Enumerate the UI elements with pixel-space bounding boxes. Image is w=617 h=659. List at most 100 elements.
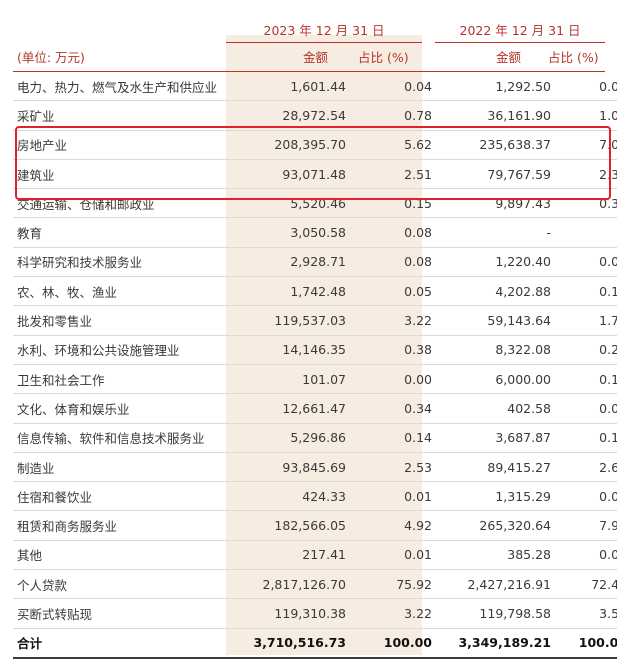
amount-2022: 36,161.90 (438, 100, 557, 131)
amount-2023: 5,296.86 (229, 423, 352, 453)
ratio-2023: 0.05 (352, 276, 438, 307)
total-ratio-2023: 100.00 (352, 627, 438, 659)
amount-2023: 93,071.48 (229, 159, 352, 190)
amount-2022: 6,000.00 (438, 364, 557, 395)
industry-name: 制造业 (13, 452, 229, 483)
industry-name: 采矿业 (13, 100, 229, 131)
header-year-2023: 2023 年 12 月 31 日 (226, 20, 422, 43)
amount-2022: 385.28 (438, 540, 557, 571)
ratio-2023: 0.01 (352, 540, 438, 571)
highlight-box (15, 126, 611, 200)
data-table: 电力、热力、燃气及水生产和供应业1,601.440.041,292.500.04… (13, 72, 617, 659)
ratio-2022: 3.58 (557, 598, 617, 629)
ratio-2022: 0.01 (557, 393, 617, 424)
ratio-2023: 0.08 (352, 247, 438, 278)
total-amount-2022: 3,349,189.21 (438, 627, 557, 659)
industry-name: 租赁和商务服务业 (13, 510, 229, 541)
amount-2023: 2,817,126.70 (229, 569, 352, 600)
ratio-2023: 0.08 (352, 217, 438, 248)
ratio-2023: 0.38 (352, 335, 438, 365)
industry-name: 建筑业 (13, 159, 229, 190)
ratio-2023: 3.22 (352, 305, 438, 336)
ratio-2022: 0.04 (557, 247, 617, 278)
amount-2023: 119,310.38 (229, 598, 352, 629)
header-year-2022: 2022 年 12 月 31 日 (435, 20, 605, 43)
ratio-2022: 0.18 (557, 364, 617, 395)
ratio-2023: 0.14 (352, 423, 438, 453)
industry-name: 水利、环境和公共设施管理业 (13, 335, 229, 365)
table-row: 农、林、牧、渔业1,742.480.054,202.880.12 (13, 276, 617, 307)
ratio-2022: 0.04 (557, 481, 617, 512)
header-amount-2022: 金额 (496, 50, 522, 65)
amount-2022: 402.58 (438, 393, 557, 424)
amount-2022: 89,415.27 (438, 452, 557, 483)
table-row: 教育3,050.580.08-- (13, 217, 617, 248)
industry-name: 电力、热力、燃气及水生产和供应业 (13, 72, 229, 102)
header-amount-2023: 金额 (303, 50, 329, 65)
ratio-2023: 2.51 (352, 159, 438, 190)
ratio-2023: 5.62 (352, 130, 438, 160)
amount-2023: 424.33 (229, 481, 352, 512)
amount-2022: 1,220.40 (438, 247, 557, 278)
ratio-2022: 0.01 (557, 540, 617, 571)
amount-2022: 3,687.87 (438, 423, 557, 453)
amount-2022: 119,798.58 (438, 598, 557, 629)
amount-2023: 182,566.05 (229, 510, 352, 541)
amount-2023: 28,972.54 (229, 100, 352, 131)
total-label: 合计 (13, 627, 229, 659)
amount-2023: 119,537.03 (229, 305, 352, 336)
ratio-2022: 1.08 (557, 100, 617, 131)
ratio-2023: 2.53 (352, 452, 438, 483)
amount-2023: 101.07 (229, 364, 352, 395)
ratio-2022: 0.30 (557, 188, 617, 219)
amount-2023: 3,050.58 (229, 217, 352, 248)
amount-2023: 1,601.44 (229, 72, 352, 102)
industry-name: 卫生和社会工作 (13, 364, 229, 395)
amount-2022: 1,315.29 (438, 481, 557, 512)
ratio-2022: - (557, 217, 617, 248)
amount-2023: 217.41 (229, 540, 352, 571)
industry-name: 文化、体育和娱乐业 (13, 393, 229, 424)
amount-2023: 2,928.71 (229, 247, 352, 278)
ratio-2023: 0.34 (352, 393, 438, 424)
industry-name: 房地产业 (13, 130, 229, 160)
amount-2022: 59,143.64 (438, 305, 557, 336)
amount-2023: 93,845.69 (229, 452, 352, 483)
amount-2022: - (438, 217, 557, 248)
ratio-2022: 1.77 (557, 305, 617, 336)
ratio-2023: 75.92 (352, 569, 438, 600)
amount-2022: 2,427,216.91 (438, 569, 557, 600)
industry-name: 交通运输、仓储和邮政业 (13, 188, 229, 219)
ratio-2022: 2.67 (557, 452, 617, 483)
ratio-2022: 7.92 (557, 510, 617, 541)
total-amount-2023: 3,710,516.73 (229, 627, 352, 659)
industry-name: 个人贷款 (13, 569, 229, 600)
header-ratio-2023: 占比 (%) (358, 50, 409, 65)
ratio-2022: 0.12 (557, 276, 617, 307)
amount-2023: 14,146.35 (229, 335, 352, 365)
total-ratio-2022: 100.00 (557, 627, 617, 659)
industry-name: 买断式转贴现 (13, 598, 229, 629)
ratio-2023: 0.04 (352, 72, 438, 102)
ratio-2022: 72.47 (557, 569, 617, 600)
amount-2022: 8,322.08 (438, 335, 557, 365)
amount-2022: 235,638.37 (438, 130, 557, 160)
industry-name: 批发和零售业 (13, 305, 229, 336)
ratio-2023: 0.78 (352, 100, 438, 131)
ratio-2022: 0.04 (557, 72, 617, 102)
